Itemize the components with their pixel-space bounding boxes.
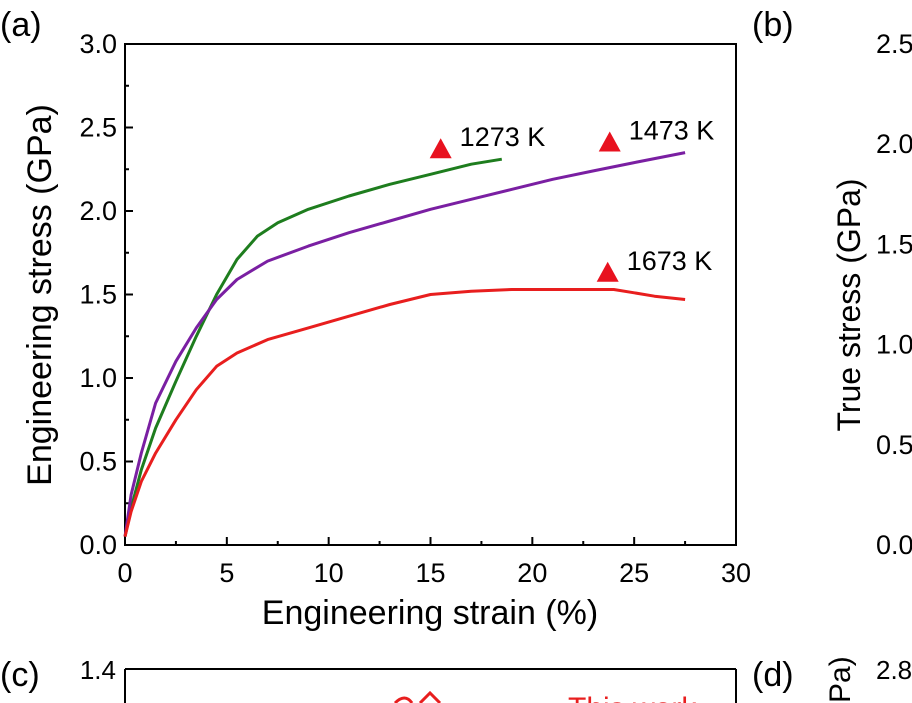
y-tick-label-b: 0.0 (876, 530, 912, 560)
y-tick-label-b: 2.0 (876, 129, 912, 159)
series-line-1473-k (123, 151, 686, 537)
y-tick-label: 2.5 (79, 113, 117, 143)
fracture-marker (429, 138, 452, 159)
marker-label: 1473 K (629, 116, 715, 146)
marker-label: 1273 K (460, 122, 546, 152)
panel-label-b: (b) (752, 6, 794, 44)
y-tick-label: 0.5 (79, 447, 117, 477)
y-tick-label: 3.0 (79, 29, 117, 59)
y-tick-label: 0.0 (79, 530, 117, 560)
panel-c-chart: 1.4 This work (80, 655, 737, 703)
partial-red-series-c (393, 690, 442, 703)
x-tick-label: 25 (619, 558, 649, 588)
y-tick-label-d: 2.8 (876, 655, 912, 685)
x-tick-label: 5 (219, 558, 234, 588)
axis-ticks-b: 2.5 2.0 1.5 1.0 0.5 0.0 (876, 29, 912, 560)
x-axis-label: Engineering strain (%) (262, 594, 598, 632)
panel-label-a: (a) (0, 6, 42, 44)
legend-text-c: This work (568, 692, 697, 703)
y-tick-label-b: 0.5 (876, 430, 912, 460)
fracture-marker (596, 261, 619, 282)
y-tick-label-c: 1.4 (80, 655, 116, 685)
y-tick-label: 1.5 (79, 280, 117, 310)
y-axis-label: Engineering stress (GPa) (21, 104, 59, 486)
y-tick-label: 1.0 (79, 363, 117, 393)
x-tick-label: 20 (517, 558, 547, 588)
y-tick-label-b: 1.5 (876, 229, 912, 259)
series-lines (123, 151, 686, 537)
panel-a-chart: 0 5 10 15 20 25 30 0.0 0.5 1.0 1.5 2.0 2.5 3.0 1273 K… (21, 29, 751, 632)
x-tick-label: 10 (314, 558, 344, 588)
panel-d-chart: Pa) 2.8 (824, 655, 912, 703)
x-tick-label: 0 (117, 558, 132, 588)
panel-label-c: (c) (0, 656, 40, 694)
x-tick-label: 15 (415, 558, 445, 588)
axis-ticks: 0 5 10 15 20 25 30 0.0 0.5 1.0 1.5 2.0 2.5 3.0 (79, 29, 751, 588)
y-tick-label: 2.0 (79, 196, 117, 226)
series-line-1673-k (123, 288, 686, 537)
marker-label: 1673 K (627, 246, 713, 276)
panel-b-chart: True stress (GPa) 2.5 2.0 1.5 1.0 0.5 0.0 (831, 29, 912, 560)
series-line-1273-k (123, 157, 503, 537)
y-tick-label-b: 1.0 (876, 330, 912, 360)
fracture-marker (598, 131, 621, 152)
y-tick-label-b: 2.5 (876, 29, 912, 59)
x-tick-label: 30 (721, 558, 751, 588)
y-axis-label-d: Pa) (824, 656, 857, 703)
y-axis-label-b: True stress (GPa) (831, 178, 867, 431)
fracture-markers: 1273 K 1473 K 1673 K (429, 116, 715, 282)
panel-label-d: (d) (752, 656, 794, 694)
